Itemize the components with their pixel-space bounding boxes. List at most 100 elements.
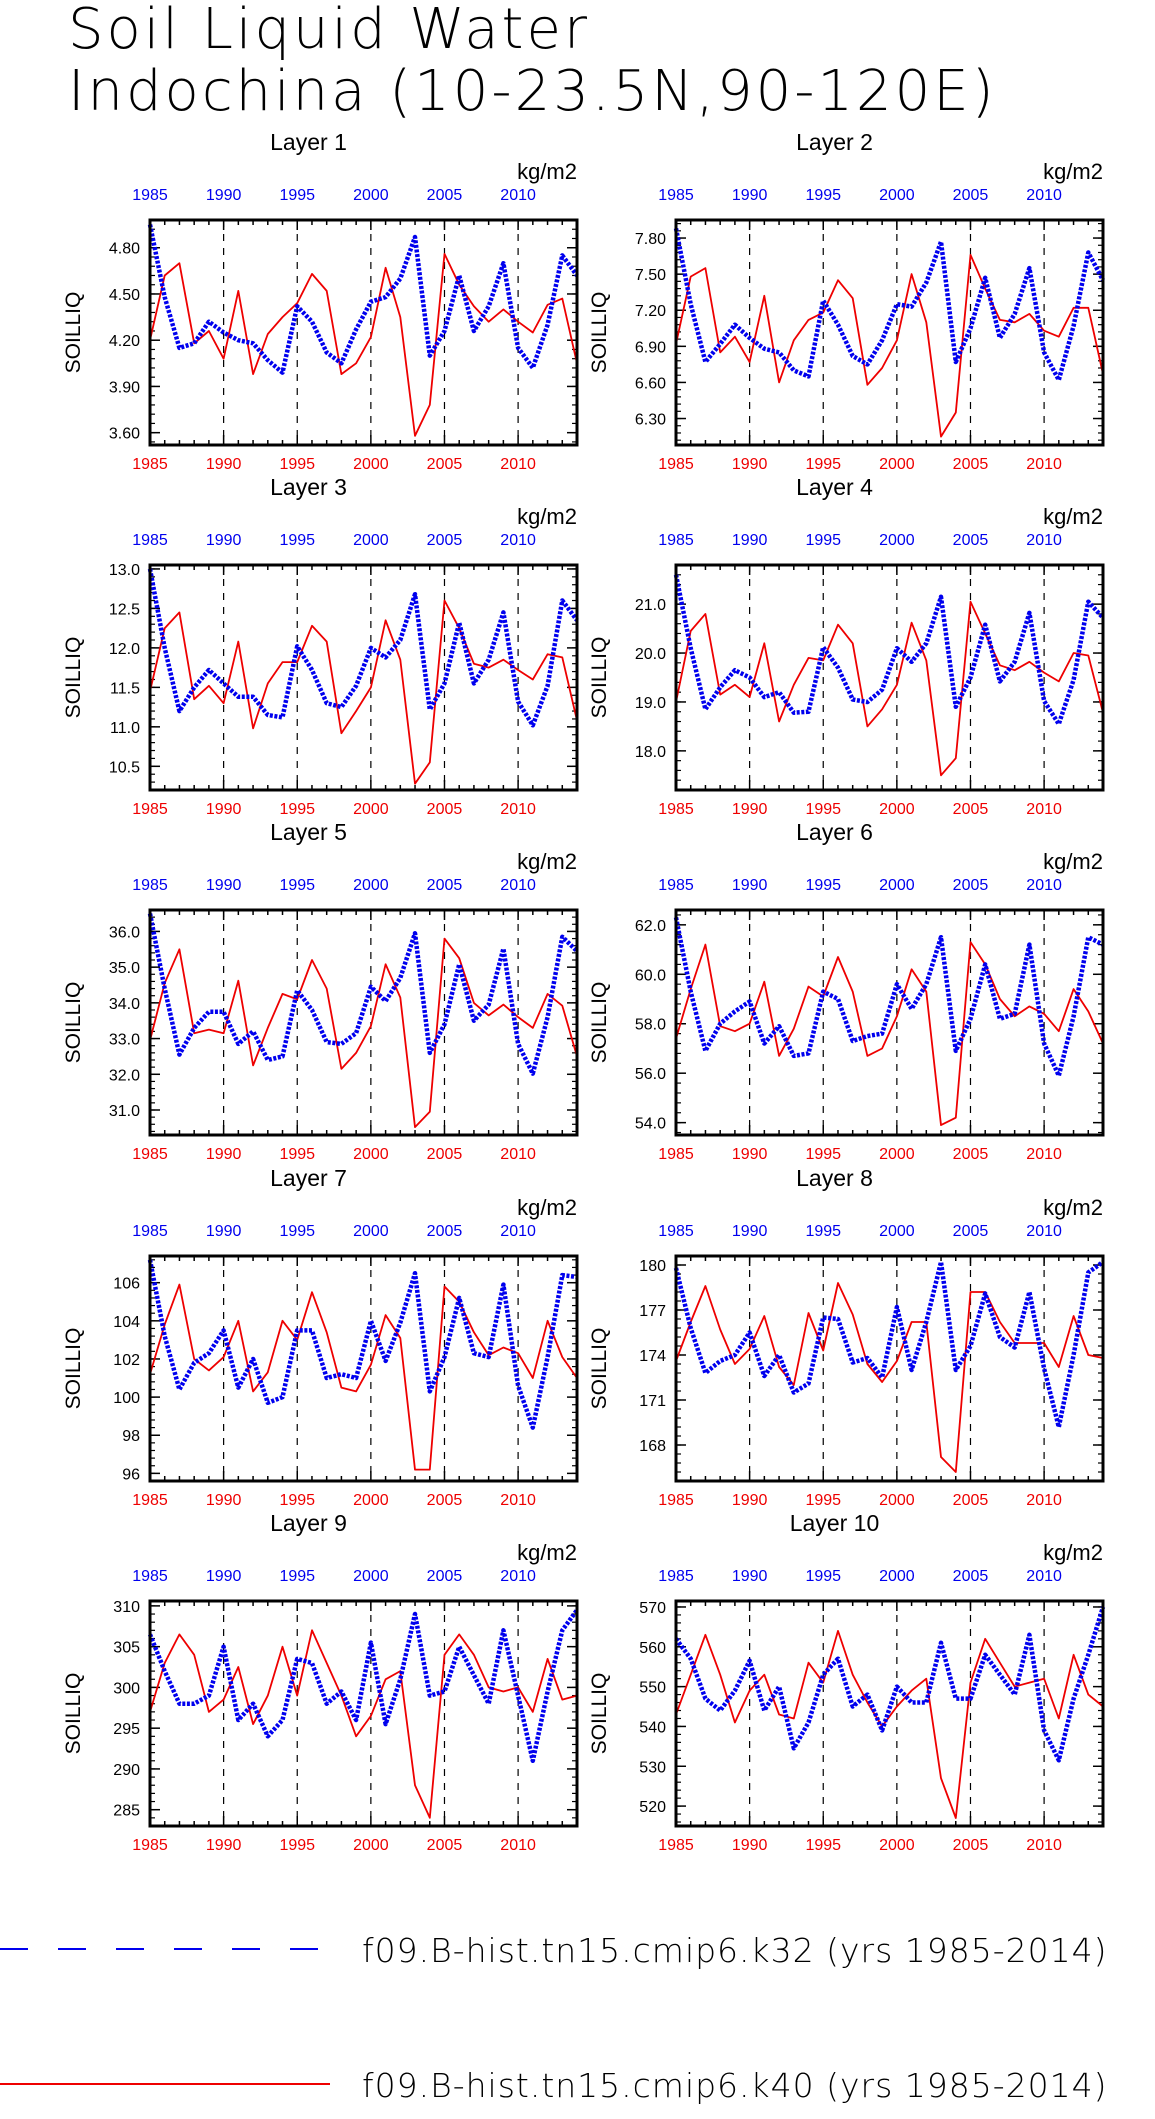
plot-frame <box>148 218 579 447</box>
x-tick-label-bottom: 1990 <box>206 1146 242 1163</box>
x-tick-label-top: 2005 <box>427 187 463 204</box>
series-line-k40 <box>675 600 1104 777</box>
x-tick-label-top: 2000 <box>879 532 915 549</box>
series-line-k32 <box>147 1259 578 1430</box>
x-tick-label-top: 2005 <box>427 1223 463 1240</box>
y-tick-label: 100 <box>113 1390 140 1407</box>
y-tick-label: 168 <box>639 1438 666 1455</box>
y-tick-label: 560 <box>639 1640 666 1657</box>
series-line-k40 <box>149 937 578 1128</box>
series-line-k40 <box>149 1283 578 1471</box>
y-tick-label: 12.0 <box>109 641 140 658</box>
y-tick-label: 11.0 <box>110 720 140 737</box>
chart-title-line1: Soil Liquid Water <box>68 0 590 62</box>
series-line-k32 <box>147 913 579 1076</box>
y-tick-label: 102 <box>113 1352 140 1369</box>
panel-units: kg/m2 <box>1043 159 1103 184</box>
series-line-k32 <box>147 1608 579 1764</box>
x-tick-label-bottom: 2010 <box>1026 1837 1062 1854</box>
x-tick-label-top: 2010 <box>500 1223 536 1240</box>
x-tick-label-bottom: 1990 <box>732 1146 768 1163</box>
y-axis-label: SOILLIQ <box>62 982 85 1064</box>
y-tick-label: 54.0 <box>635 1116 666 1133</box>
panel-layer-3: Layer 3 kg/m2 SOILLIQ 10.5 11.0 11.5 12.0 12.5 1… <box>62 474 579 818</box>
x-tick-label-top: 2005 <box>427 877 463 894</box>
y-axis-label: SOILLIQ <box>62 1673 85 1755</box>
x-tick-label-bottom: 2005 <box>427 1492 463 1509</box>
y-tick-label: 60.0 <box>635 967 666 984</box>
y-tick-label: 20.0 <box>635 646 666 663</box>
y-tick-label: 540 <box>639 1719 666 1736</box>
y-tick-label: 98 <box>122 1428 140 1445</box>
x-tick-label-top: 2000 <box>353 187 389 204</box>
panel-units: kg/m2 <box>1043 849 1103 874</box>
y-tick-label: 96 <box>122 1466 140 1483</box>
y-tick-label: 4.20 <box>109 333 140 350</box>
x-tick-label-top: 1985 <box>132 187 168 204</box>
panel-units: kg/m2 <box>1043 504 1103 529</box>
x-tick-label-top: 2005 <box>953 877 989 894</box>
y-axis-label: SOILLIQ <box>62 637 85 719</box>
x-tick-label-top: 1995 <box>805 532 841 549</box>
panel-title: Layer 6 <box>796 819 873 845</box>
series-line-k40 <box>675 253 1104 438</box>
y-tick-label: 7.80 <box>635 231 666 248</box>
panel-title: Layer 10 <box>790 1510 880 1536</box>
x-tick-label-bottom: 1990 <box>732 801 768 818</box>
y-tick-label: 180 <box>639 1258 666 1275</box>
panel-layer-5: Layer 5 kg/m2 SOILLIQ 31.0 32.0 33.0 34.0 35.0 3… <box>62 819 579 1163</box>
x-tick-label-bottom: 1985 <box>658 801 694 818</box>
plot-frame <box>674 908 1105 1137</box>
y-axis-label: SOILLIQ <box>588 982 611 1064</box>
x-tick-label-bottom: 1995 <box>279 1492 315 1509</box>
x-tick-label-bottom: 2010 <box>1026 1492 1062 1509</box>
x-tick-label-top: 1985 <box>658 187 694 204</box>
x-tick-label-bottom: 1985 <box>658 1492 694 1509</box>
x-tick-label-top: 1985 <box>658 1223 694 1240</box>
plot-frame <box>674 563 1105 792</box>
x-tick-label-bottom: 1995 <box>805 1492 841 1509</box>
x-tick-label-top: 2010 <box>500 187 536 204</box>
x-tick-label-top: 2010 <box>1026 532 1062 549</box>
y-axis-label: SOILLIQ <box>588 1328 611 1410</box>
x-tick-label-bottom: 2005 <box>427 801 463 818</box>
x-tick-label-top: 2000 <box>879 187 915 204</box>
x-tick-label-bottom: 1985 <box>132 801 168 818</box>
series-line-k40 <box>149 1629 578 1819</box>
panels-grid: Layer 1 kg/m2 SOILLIQ 3.60 3.90 4.20 4.50 4.80 1… <box>62 129 1106 1854</box>
x-tick-label-bottom: 2000 <box>879 1146 915 1163</box>
panel-title: Layer 9 <box>270 1510 347 1536</box>
x-tick-label-top: 2010 <box>1026 1568 1062 1585</box>
y-tick-label: 21.0 <box>635 597 666 614</box>
plot-frame <box>674 1254 1105 1483</box>
x-tick-label-top: 1995 <box>279 877 315 894</box>
y-tick-label: 177 <box>639 1303 666 1320</box>
x-tick-label-top: 1985 <box>658 877 694 894</box>
x-tick-label-bottom: 1990 <box>206 1837 242 1854</box>
y-tick-label: 4.50 <box>109 287 140 304</box>
series-line-k40 <box>149 252 578 437</box>
y-tick-label: 19.0 <box>635 695 666 712</box>
x-tick-label-bottom: 2005 <box>953 1837 989 1854</box>
y-tick-label: 106 <box>113 1276 140 1293</box>
x-tick-label-top: 1995 <box>805 187 841 204</box>
x-tick-label-bottom: 2005 <box>953 456 989 473</box>
x-tick-label-bottom: 1990 <box>206 1492 242 1509</box>
y-tick-label: 56.0 <box>635 1066 666 1083</box>
y-tick-label: 305 <box>113 1640 140 1657</box>
y-tick-label: 33.0 <box>109 1032 140 1049</box>
y-tick-label: 290 <box>113 1762 140 1779</box>
x-tick-label-top: 2000 <box>353 1223 389 1240</box>
x-tick-label-top: 1995 <box>805 1568 841 1585</box>
x-tick-label-bottom: 2005 <box>427 1837 463 1854</box>
x-tick-label-top: 1995 <box>805 1223 841 1240</box>
x-tick-label-bottom: 1990 <box>206 456 242 473</box>
x-tick-label-bottom: 2010 <box>500 1492 536 1509</box>
series-line-k40 <box>675 941 1104 1126</box>
x-tick-label-bottom: 2005 <box>953 1492 989 1509</box>
legend: f09.B-hist.tn15.cmip6.k32 (yrs 1985-2014… <box>0 1931 1107 2105</box>
x-tick-label-bottom: 2000 <box>879 1492 915 1509</box>
x-tick-label-top: 1985 <box>658 1568 694 1585</box>
panel-layer-9: Layer 9 kg/m2 SOILLIQ 285 290 295 300 305 310 198… <box>62 1510 579 1854</box>
plot-frame <box>148 1599 579 1828</box>
